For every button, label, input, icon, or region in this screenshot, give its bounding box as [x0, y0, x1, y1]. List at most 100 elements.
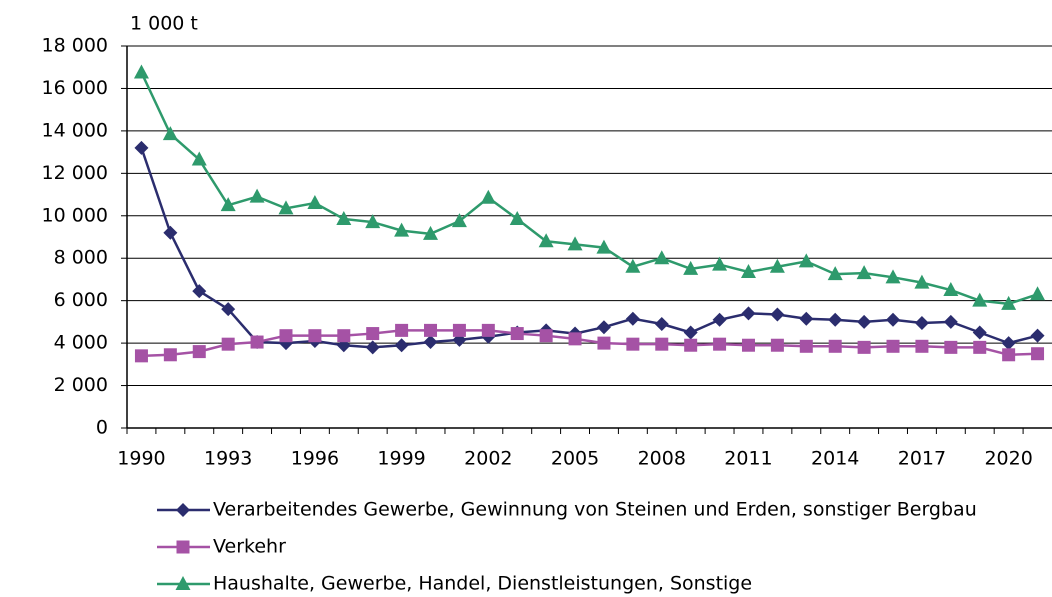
- data-point: [1001, 295, 1017, 310]
- data-point: [134, 349, 148, 363]
- data-point: [567, 236, 583, 251]
- data-point: [539, 329, 553, 343]
- data-point: [221, 302, 236, 317]
- legend-marker: [176, 503, 190, 517]
- data-point: [1001, 336, 1016, 351]
- data-point: [366, 327, 380, 341]
- data-point: [683, 260, 699, 275]
- data-point: [741, 306, 756, 321]
- x-tick-label: 2014: [811, 448, 859, 470]
- data-point: [741, 338, 755, 352]
- series-line: [140, 71, 1038, 306]
- y-tick-label: 18 000: [42, 35, 108, 57]
- data-point: [308, 329, 322, 343]
- data-point: [307, 195, 323, 210]
- data-point: [394, 338, 409, 353]
- x-tick-label: 1993: [204, 448, 252, 470]
- data-point: [943, 282, 959, 297]
- y-tick-label: 16 000: [42, 77, 108, 99]
- data-point: [914, 274, 930, 289]
- data-point: [943, 314, 958, 329]
- data-point: [828, 339, 842, 353]
- data-point: [163, 225, 178, 240]
- data-point: [1030, 328, 1045, 343]
- data-point: [886, 339, 900, 353]
- data-point: [221, 337, 235, 351]
- data-point: [625, 258, 641, 273]
- x-tick-label: 2002: [464, 448, 512, 470]
- data-point: [365, 340, 380, 355]
- data-point: [625, 311, 640, 326]
- x-tick-label: 2005: [551, 448, 599, 470]
- data-point: [510, 327, 524, 341]
- data-point: [770, 307, 785, 322]
- legend-label: Haushalte, Gewerbe, Handel, Dienstleistu…: [213, 573, 752, 595]
- data-point: [740, 264, 756, 279]
- y-tick-label: 8 000: [54, 247, 108, 269]
- data-point: [424, 323, 438, 337]
- y-axis-label: 1 000 t: [130, 13, 198, 35]
- data-point: [828, 312, 843, 327]
- data-point: [162, 126, 178, 141]
- data-point: [134, 140, 149, 155]
- data-point: [914, 315, 929, 330]
- x-tick-label: 2017: [898, 448, 946, 470]
- data-point: [1030, 286, 1046, 301]
- y-tick-label: 10 000: [42, 204, 108, 226]
- y-tick-label: 12 000: [42, 162, 108, 184]
- data-point: [568, 332, 582, 346]
- data-point: [133, 64, 149, 79]
- data-point: [163, 348, 177, 362]
- data-point: [799, 339, 813, 353]
- x-tick-label: 1990: [117, 448, 165, 470]
- data-point: [538, 233, 554, 248]
- data-point: [654, 250, 670, 265]
- data-point: [480, 189, 496, 204]
- data-point: [394, 222, 410, 237]
- legend-label: Verkehr: [213, 536, 286, 558]
- data-point: [827, 266, 843, 281]
- data-point: [799, 311, 814, 326]
- data-point: [509, 210, 525, 225]
- data-point: [336, 210, 352, 225]
- data-point: [278, 200, 294, 215]
- data-point: [191, 151, 207, 166]
- data-point: [684, 338, 698, 352]
- data-point: [655, 337, 669, 351]
- data-point: [1031, 347, 1045, 361]
- data-point: [915, 339, 929, 353]
- data-point: [452, 323, 466, 337]
- data-point: [885, 269, 901, 284]
- data-point: [423, 335, 438, 350]
- series-line: [140, 147, 1038, 349]
- data-point: [683, 325, 698, 340]
- data-point: [857, 314, 872, 329]
- data-point: [279, 329, 293, 343]
- data-point: [886, 312, 901, 327]
- legend-marker: [176, 540, 190, 554]
- data-point: [1002, 348, 1016, 362]
- data-point: [481, 323, 495, 337]
- data-point: [192, 284, 207, 299]
- data-point: [944, 340, 958, 354]
- x-tick-label: 1999: [377, 448, 425, 470]
- data-point: [973, 340, 987, 354]
- data-point: [596, 239, 612, 254]
- data-point: [857, 340, 871, 354]
- y-tick-label: 4 000: [54, 332, 108, 354]
- x-tick-label: 2020: [984, 448, 1032, 470]
- x-tick-label: 1996: [291, 448, 339, 470]
- data-point: [192, 345, 206, 359]
- data-point: [770, 338, 784, 352]
- data-point: [451, 213, 467, 228]
- data-point: [712, 312, 727, 327]
- data-point: [972, 325, 987, 340]
- y-tick-label: 6 000: [54, 289, 108, 311]
- legend-marker: [175, 576, 191, 590]
- y-tick-label: 0: [96, 417, 108, 439]
- data-point: [798, 253, 814, 268]
- data-point: [972, 292, 988, 307]
- y-tick-label: 2 000: [54, 374, 108, 396]
- data-point: [856, 265, 872, 280]
